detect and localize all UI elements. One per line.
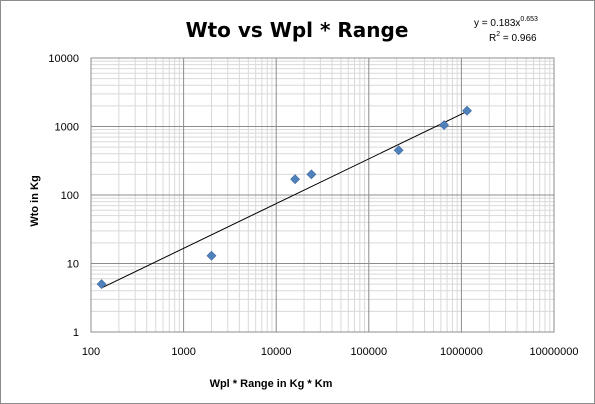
chart-title: Wto vs Wpl * Range bbox=[186, 18, 409, 42]
data-points bbox=[96, 105, 472, 290]
r-squared-superscript: 2 bbox=[496, 31, 500, 38]
tick-labels: 100 1000 10000 100000 1000000 10000000 1 10 100 1… bbox=[48, 53, 578, 358]
x-tick-label: 10000 bbox=[261, 346, 292, 358]
grid bbox=[90, 57, 555, 333]
r-squared-label: R2 = 0.966 bbox=[489, 31, 537, 44]
data-point bbox=[393, 145, 404, 156]
x-tick-label: 1000 bbox=[171, 346, 195, 358]
y-tick-label: 100 bbox=[61, 190, 79, 202]
power-trendline bbox=[101, 110, 468, 289]
y-tick-label: 1000 bbox=[55, 122, 79, 134]
x-axis-label: Wpl * Range in Kg * Km bbox=[210, 378, 333, 390]
data-point bbox=[306, 169, 317, 180]
r-squared-prefix: R bbox=[489, 33, 496, 44]
y-tick-label: 10000 bbox=[48, 53, 79, 65]
y-tick-label: 10 bbox=[67, 259, 79, 271]
trendline-equation-exponent: 0.653 bbox=[520, 16, 538, 23]
x-tick-label: 1000000 bbox=[440, 346, 483, 358]
x-tick-label: 100 bbox=[82, 346, 100, 358]
x-tick-label: 100000 bbox=[350, 346, 387, 358]
trendline-equation-base: y = 0.183x bbox=[474, 18, 520, 29]
y-axis-label: Wto in Kg bbox=[29, 175, 41, 226]
data-point bbox=[462, 105, 472, 116]
trendline-equation: y = 0.183x0.653 bbox=[474, 16, 538, 29]
y-tick-label: 1 bbox=[73, 327, 79, 339]
data-point bbox=[206, 250, 217, 261]
data-point bbox=[290, 174, 301, 185]
data-point bbox=[96, 279, 107, 290]
trendline-group bbox=[101, 110, 468, 289]
r-squared-value: = 0.966 bbox=[500, 33, 537, 44]
x-tick-label: 10000000 bbox=[530, 346, 579, 358]
data-point bbox=[439, 120, 450, 130]
